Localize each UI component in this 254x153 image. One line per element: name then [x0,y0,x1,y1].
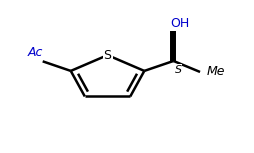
Text: S: S [103,49,111,62]
Text: Me: Me [205,65,224,78]
Text: OH: OH [169,17,189,30]
Text: Ac: Ac [27,46,43,59]
Text: S: S [174,65,181,75]
